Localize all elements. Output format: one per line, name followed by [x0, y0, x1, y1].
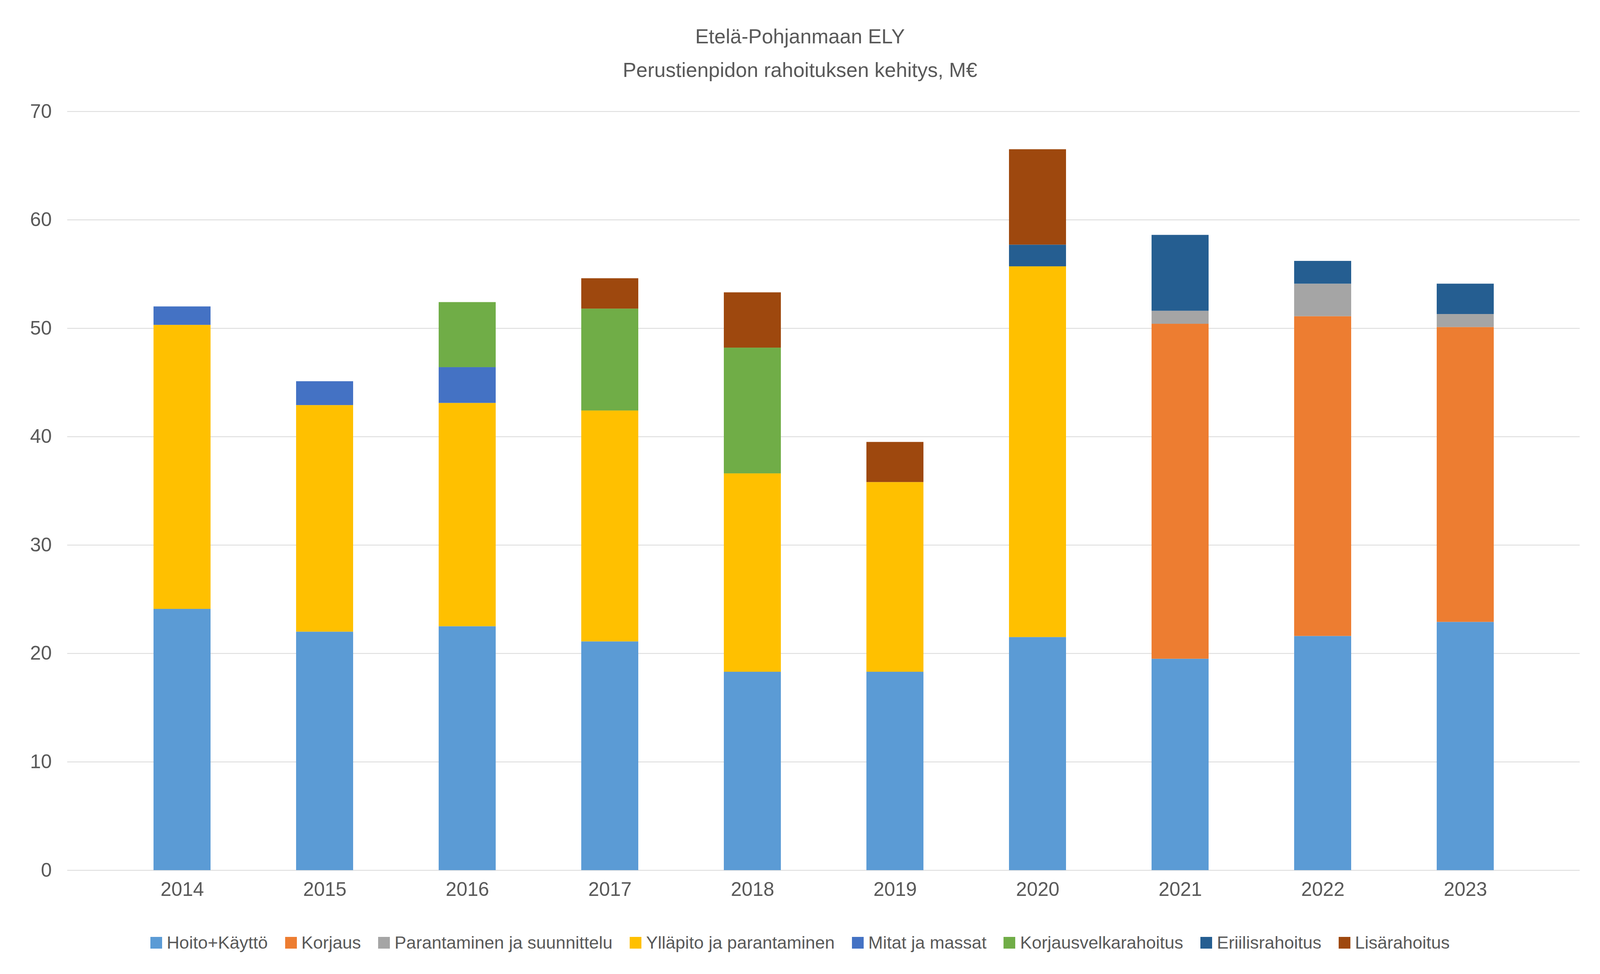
svg-text:50: 50 — [30, 317, 52, 340]
svg-text:2019: 2019 — [873, 878, 917, 901]
html-text:Mitat ja massat: Mitat ja massat — [868, 932, 987, 953]
svg-text:2018: 2018 — [730, 878, 775, 901]
svg-text:0: 0 — [41, 859, 52, 882]
svg-text:40: 40 — [30, 425, 52, 448]
html-text:Korjausvelkarahoitus: Korjausvelkarahoitus — [1020, 932, 1184, 953]
svg-text:2021: 2021 — [1158, 878, 1202, 901]
html-text:Parantaminen ja suunnittelu: Parantaminen ja suunnittelu — [394, 932, 613, 953]
svg-text:10: 10 — [30, 750, 52, 773]
svg-text:30: 30 — [30, 533, 52, 556]
svg-text:2015: 2015 — [303, 878, 347, 901]
svg-text:2016: 2016 — [445, 878, 490, 901]
svg-text:20: 20 — [30, 642, 52, 665]
html-text:Ylläpito ja parantaminen: Ylläpito ja parantaminen — [646, 932, 835, 953]
svg-text:2022: 2022 — [1301, 878, 1345, 901]
html-text:Korjaus: Korjaus — [301, 932, 361, 953]
svg-text:60: 60 — [30, 208, 52, 231]
html-text:Eriilisrahoitus: Eriilisrahoitus — [1216, 932, 1322, 953]
svg-text:2020: 2020 — [1016, 878, 1060, 901]
html-text:Hoito+Käyttö: Hoito+Käyttö — [166, 932, 268, 953]
html-text:Lisärahoitus: Lisärahoitus — [1354, 932, 1450, 953]
html-text:Perustienpidon rahoituksen keh: Perustienpidon rahoituksen kehitys, M€ — [622, 58, 978, 82]
svg-text:2023: 2023 — [1443, 878, 1488, 901]
svg-text:2017: 2017 — [588, 878, 632, 901]
svg-text:70: 70 — [30, 100, 52, 123]
html-text:Etelä-Pohjanmaan ELY: Etelä-Pohjanmaan ELY — [695, 25, 905, 48]
svg-text:2014: 2014 — [160, 878, 204, 901]
